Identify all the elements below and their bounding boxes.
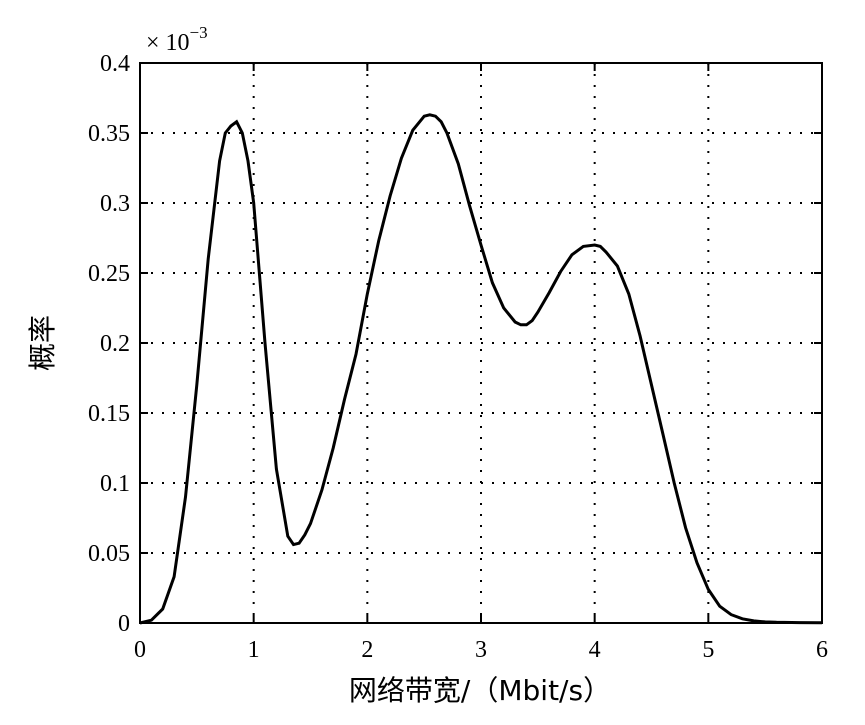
- x-tick-label: 4: [589, 637, 601, 663]
- y-tick-label: 0.25: [88, 261, 130, 287]
- y-tick-label: 0.4: [100, 51, 130, 77]
- x-tick-label: 1: [248, 637, 260, 663]
- y-tick-label: 0: [118, 611, 130, 637]
- x-tick-label: 2: [361, 637, 373, 663]
- grid-lines: [140, 63, 822, 623]
- y-axis-title: 概率: [26, 315, 59, 371]
- series-line: [139, 113, 823, 625]
- x-axis-title: 网络带宽/（Mbit/s）: [349, 674, 611, 707]
- x-tick-label: 5: [702, 637, 714, 663]
- x-tick-label: 3: [475, 637, 487, 663]
- y-tick-label: 0.3: [100, 191, 130, 217]
- axis-ticks: [139, 62, 823, 624]
- y-tick-labels: 0 0.05 0.1 0.15 0.2 0.25 0.3 0.35 0.4: [88, 51, 130, 637]
- x-tick-labels: 0 1 2 3 4 5 6: [134, 637, 828, 663]
- x-tick-label: 0: [134, 637, 146, 663]
- x-tick-label: 6: [816, 637, 828, 663]
- y-axis-multiplier: × 10−3: [146, 23, 208, 56]
- y-tick-label: 0.35: [88, 121, 130, 147]
- y-tick-label: 0.2: [100, 331, 130, 357]
- y-tick-label: 0.15: [88, 401, 130, 427]
- y-tick-label: 0.1: [100, 471, 130, 497]
- y-tick-label: 0.05: [88, 541, 130, 567]
